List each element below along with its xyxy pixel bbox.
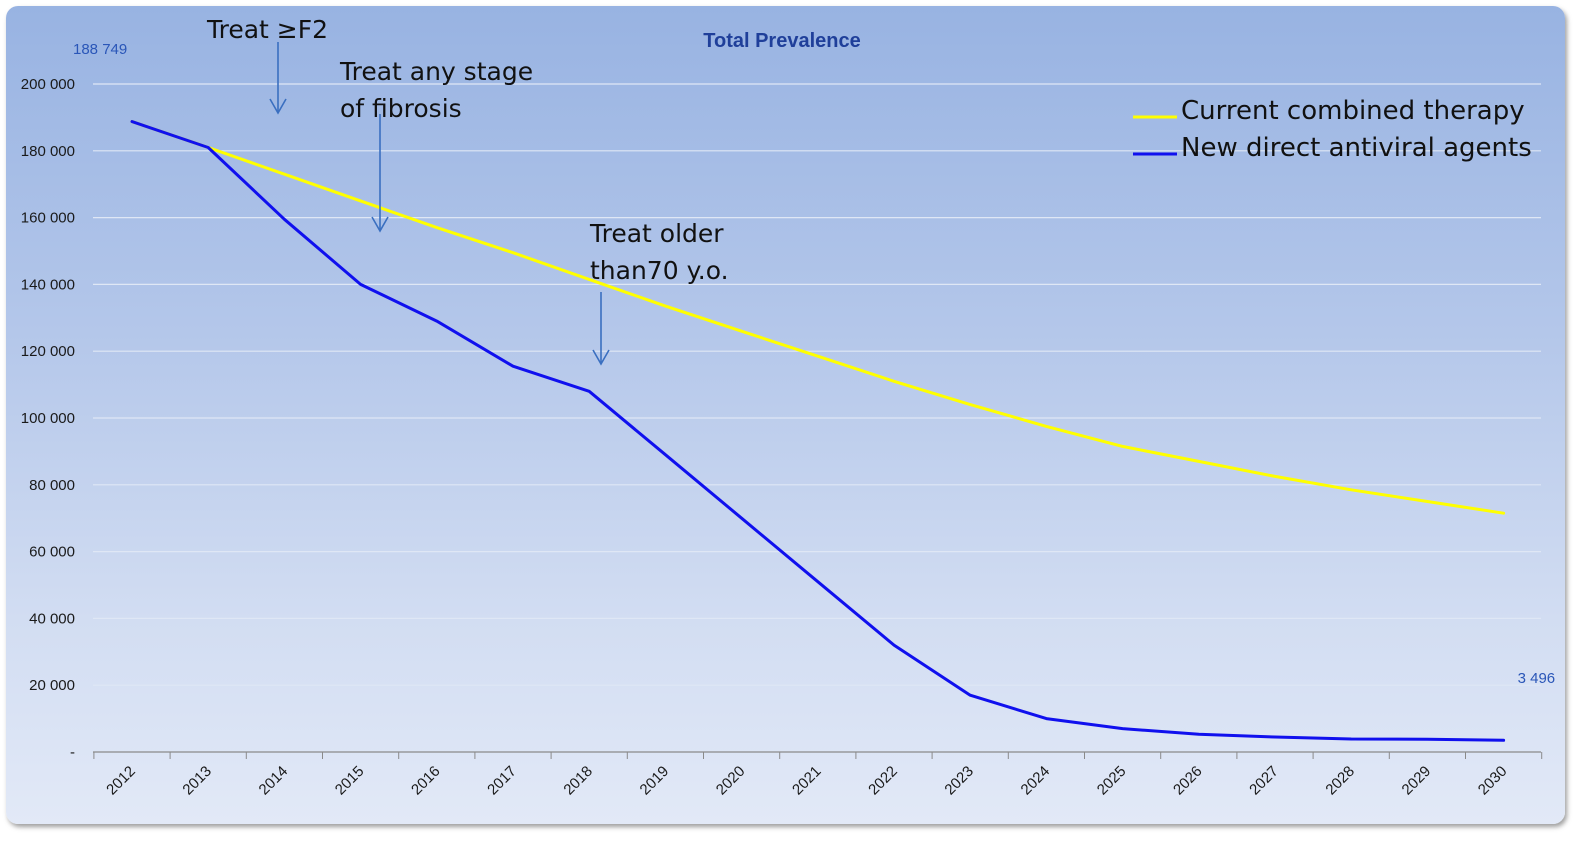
annotation-text: Treat older [589,219,724,248]
y-tick-label: - [70,744,75,761]
x-tick-label: 2012 [103,763,139,799]
gridlines [93,83,1541,686]
x-tick-label: 2025 [1094,763,1130,799]
x-tick-label: 2016 [408,763,444,799]
x-tick-label: 2028 [1322,763,1358,799]
x-tick-label: 2022 [865,763,901,799]
y-tick-label: 80 000 [29,477,75,494]
legend: Current combined therapy New direct antiv… [1133,96,1532,163]
annotation-text: of fibrosis [340,94,462,123]
chart-card: -20 000 40 000 60 000 80 000 100 000 120 000 1… [6,6,1565,824]
x-tick-label: 2015 [332,763,368,799]
y-tick-label: 120 000 [21,343,75,360]
x-tick-label: 2030 [1475,763,1511,799]
annotation-arrow-head [269,98,287,115]
x-tick-label: 2018 [560,763,596,799]
y-tick-label: 200 000 [21,76,75,93]
chart-title: Total Prevalence [703,30,860,52]
series-line-1 [130,120,1506,742]
data-label: 188 749 [73,41,127,58]
x-tick-label: 2023 [941,763,977,799]
y-tick-label: 20 000 [29,677,75,694]
annotation-arrow-head [592,349,610,366]
annotation-arrow-head [371,216,389,233]
legend-label: Current combined therapy [1181,96,1525,126]
y-tick-label: 40 000 [29,610,75,627]
x-tick-label: 2014 [256,763,292,799]
x-tick-label: 2021 [789,763,825,799]
annotation-text: than70 y.o. [590,256,729,285]
x-tick-label: 2029 [1399,763,1435,799]
series-lines [130,120,1506,742]
x-tick-label: 2017 [484,763,520,799]
y-tick-label: 100 000 [21,410,75,427]
x-tick-label: 2026 [1170,763,1206,799]
data-label: 3 496 [1518,670,1556,687]
y-tick-label: 180 000 [21,143,75,160]
x-tick-label: 2013 [179,763,215,799]
data-labels: 188 749 3 496 [73,41,1555,687]
x-tick-label: 2019 [637,763,673,799]
legend-label: New direct antiviral agents [1181,133,1532,163]
annotation-text: Treat ≥F2 [206,15,328,44]
x-tick-label: 2027 [1246,763,1282,799]
y-tick-label: 140 000 [21,276,75,293]
y-tick-label: 160 000 [21,210,75,227]
series-line-0 [130,120,1506,515]
annotation-text: Treat any stage [339,57,533,86]
y-tick-label: 60 000 [29,544,75,561]
x-tick-label: 2024 [1018,763,1054,799]
annotations: Treat ≥F2 Treat any stage of fibrosis Treat… [206,15,729,366]
x-tick-label: 2020 [713,763,749,799]
